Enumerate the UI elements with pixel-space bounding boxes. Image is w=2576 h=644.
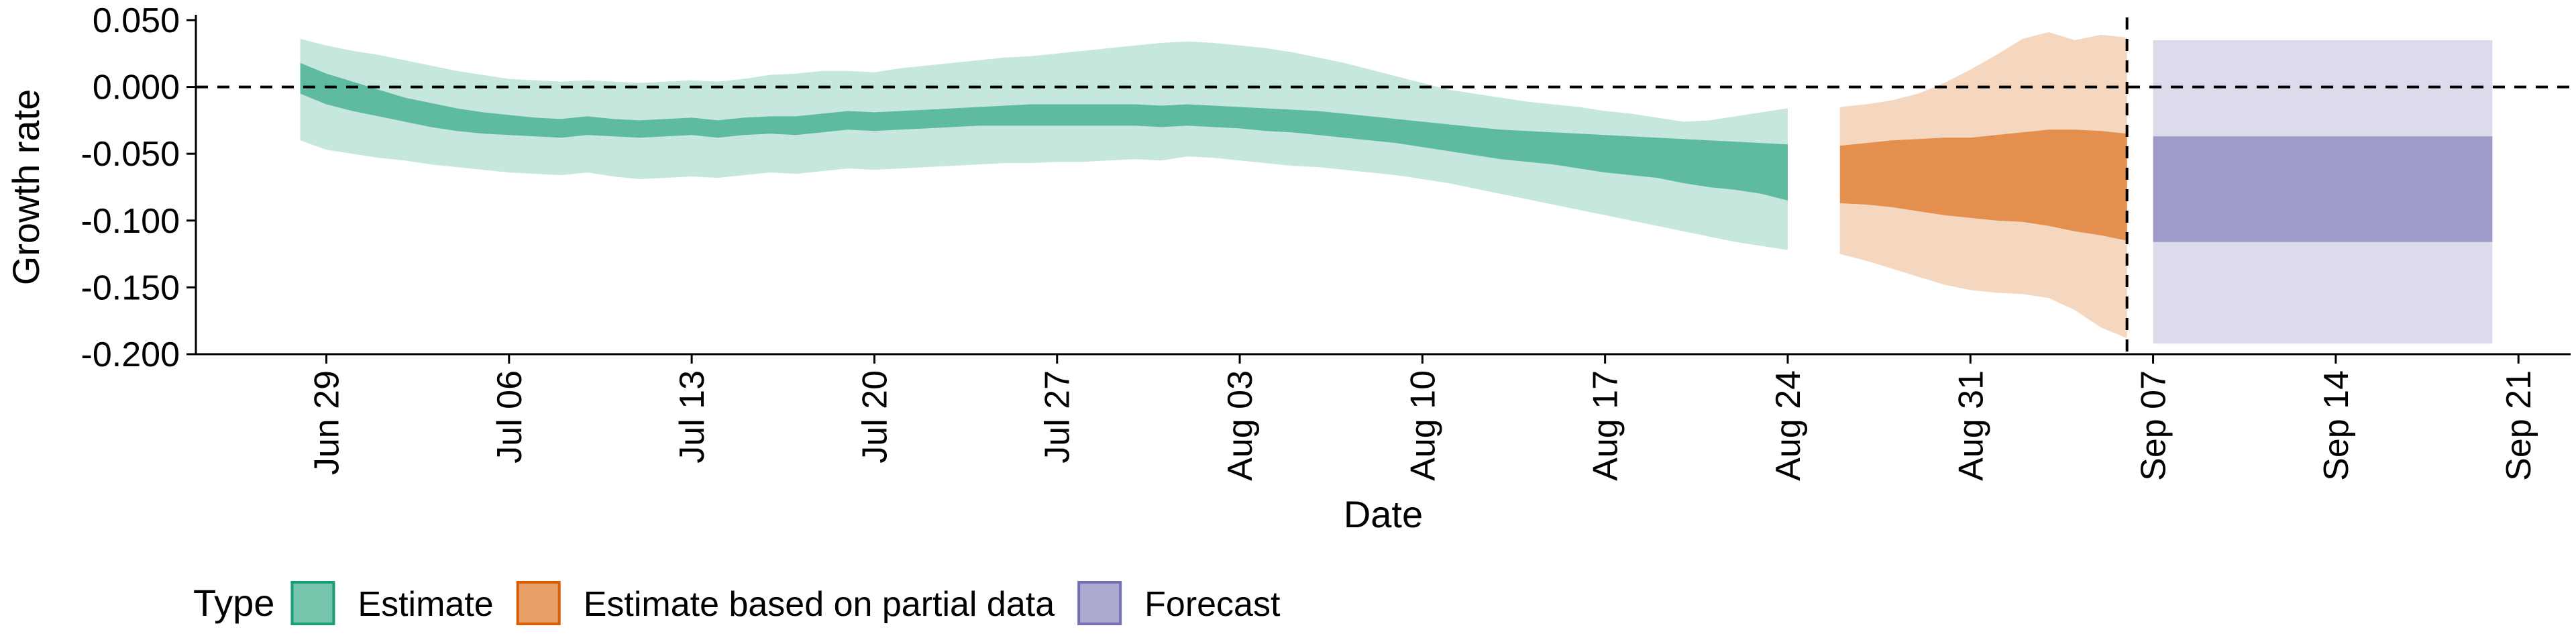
bands-layer bbox=[300, 32, 2493, 344]
x-axis-ticks: Jun 29 Jul 06 Jul 13 Jul 20 Jul 27 Aug 03 Aug … bbox=[308, 354, 2538, 481]
x-tick-label: Aug 10 bbox=[1403, 370, 1442, 481]
y-tick-label: -0.050 bbox=[81, 135, 180, 174]
y-tick-label: -0.200 bbox=[81, 335, 180, 374]
x-tick-label: Sep 07 bbox=[2135, 370, 2174, 481]
x-tick-label: Sep 14 bbox=[2317, 370, 2356, 481]
y-tick-label: -0.100 bbox=[81, 202, 180, 241]
x-tick-label: Jul 27 bbox=[1038, 370, 1077, 464]
x-tick-label: Aug 24 bbox=[1769, 370, 1808, 481]
y-axis-ticks: 0.050 0.000 -0.050 -0.100 -0.150 -0.200 bbox=[81, 1, 196, 374]
partial-legend-label: Estimate based on partial data bbox=[584, 585, 1055, 624]
x-axis-title: Date bbox=[1344, 493, 1423, 535]
estimate-band-50 bbox=[300, 62, 1788, 201]
y-tick-label: 0.000 bbox=[93, 68, 180, 107]
x-tick-label: Jun 29 bbox=[308, 370, 347, 475]
partial-band-50 bbox=[1839, 129, 2127, 241]
forecast-legend-swatch bbox=[1077, 581, 1122, 625]
legend-title: Type bbox=[193, 582, 274, 624]
y-tick-label: 0.050 bbox=[93, 1, 180, 40]
estimate-band-90 bbox=[300, 38, 1788, 250]
forecast-legend-label: Forecast bbox=[1144, 585, 1281, 624]
partial-legend-swatch bbox=[516, 581, 561, 625]
estimate-legend-label: Estimate bbox=[358, 585, 493, 624]
x-tick-label: Jul 20 bbox=[855, 370, 894, 464]
y-tick-label: -0.150 bbox=[81, 268, 180, 307]
legend: Type Estimate Estimate based on partial d… bbox=[193, 581, 1281, 625]
x-tick-label: Jul 06 bbox=[490, 370, 529, 464]
x-tick-label: Sep 21 bbox=[2500, 370, 2538, 481]
y-axis-title: Growth rate bbox=[5, 89, 47, 286]
x-tick-label: Aug 31 bbox=[1951, 370, 1990, 481]
estimate-legend-swatch bbox=[290, 581, 335, 625]
x-tick-label: Aug 03 bbox=[1221, 370, 1260, 481]
x-tick-label: Jul 13 bbox=[673, 370, 712, 464]
forecast-band-50 bbox=[2153, 136, 2493, 242]
x-tick-label: Aug 17 bbox=[1587, 370, 1625, 481]
